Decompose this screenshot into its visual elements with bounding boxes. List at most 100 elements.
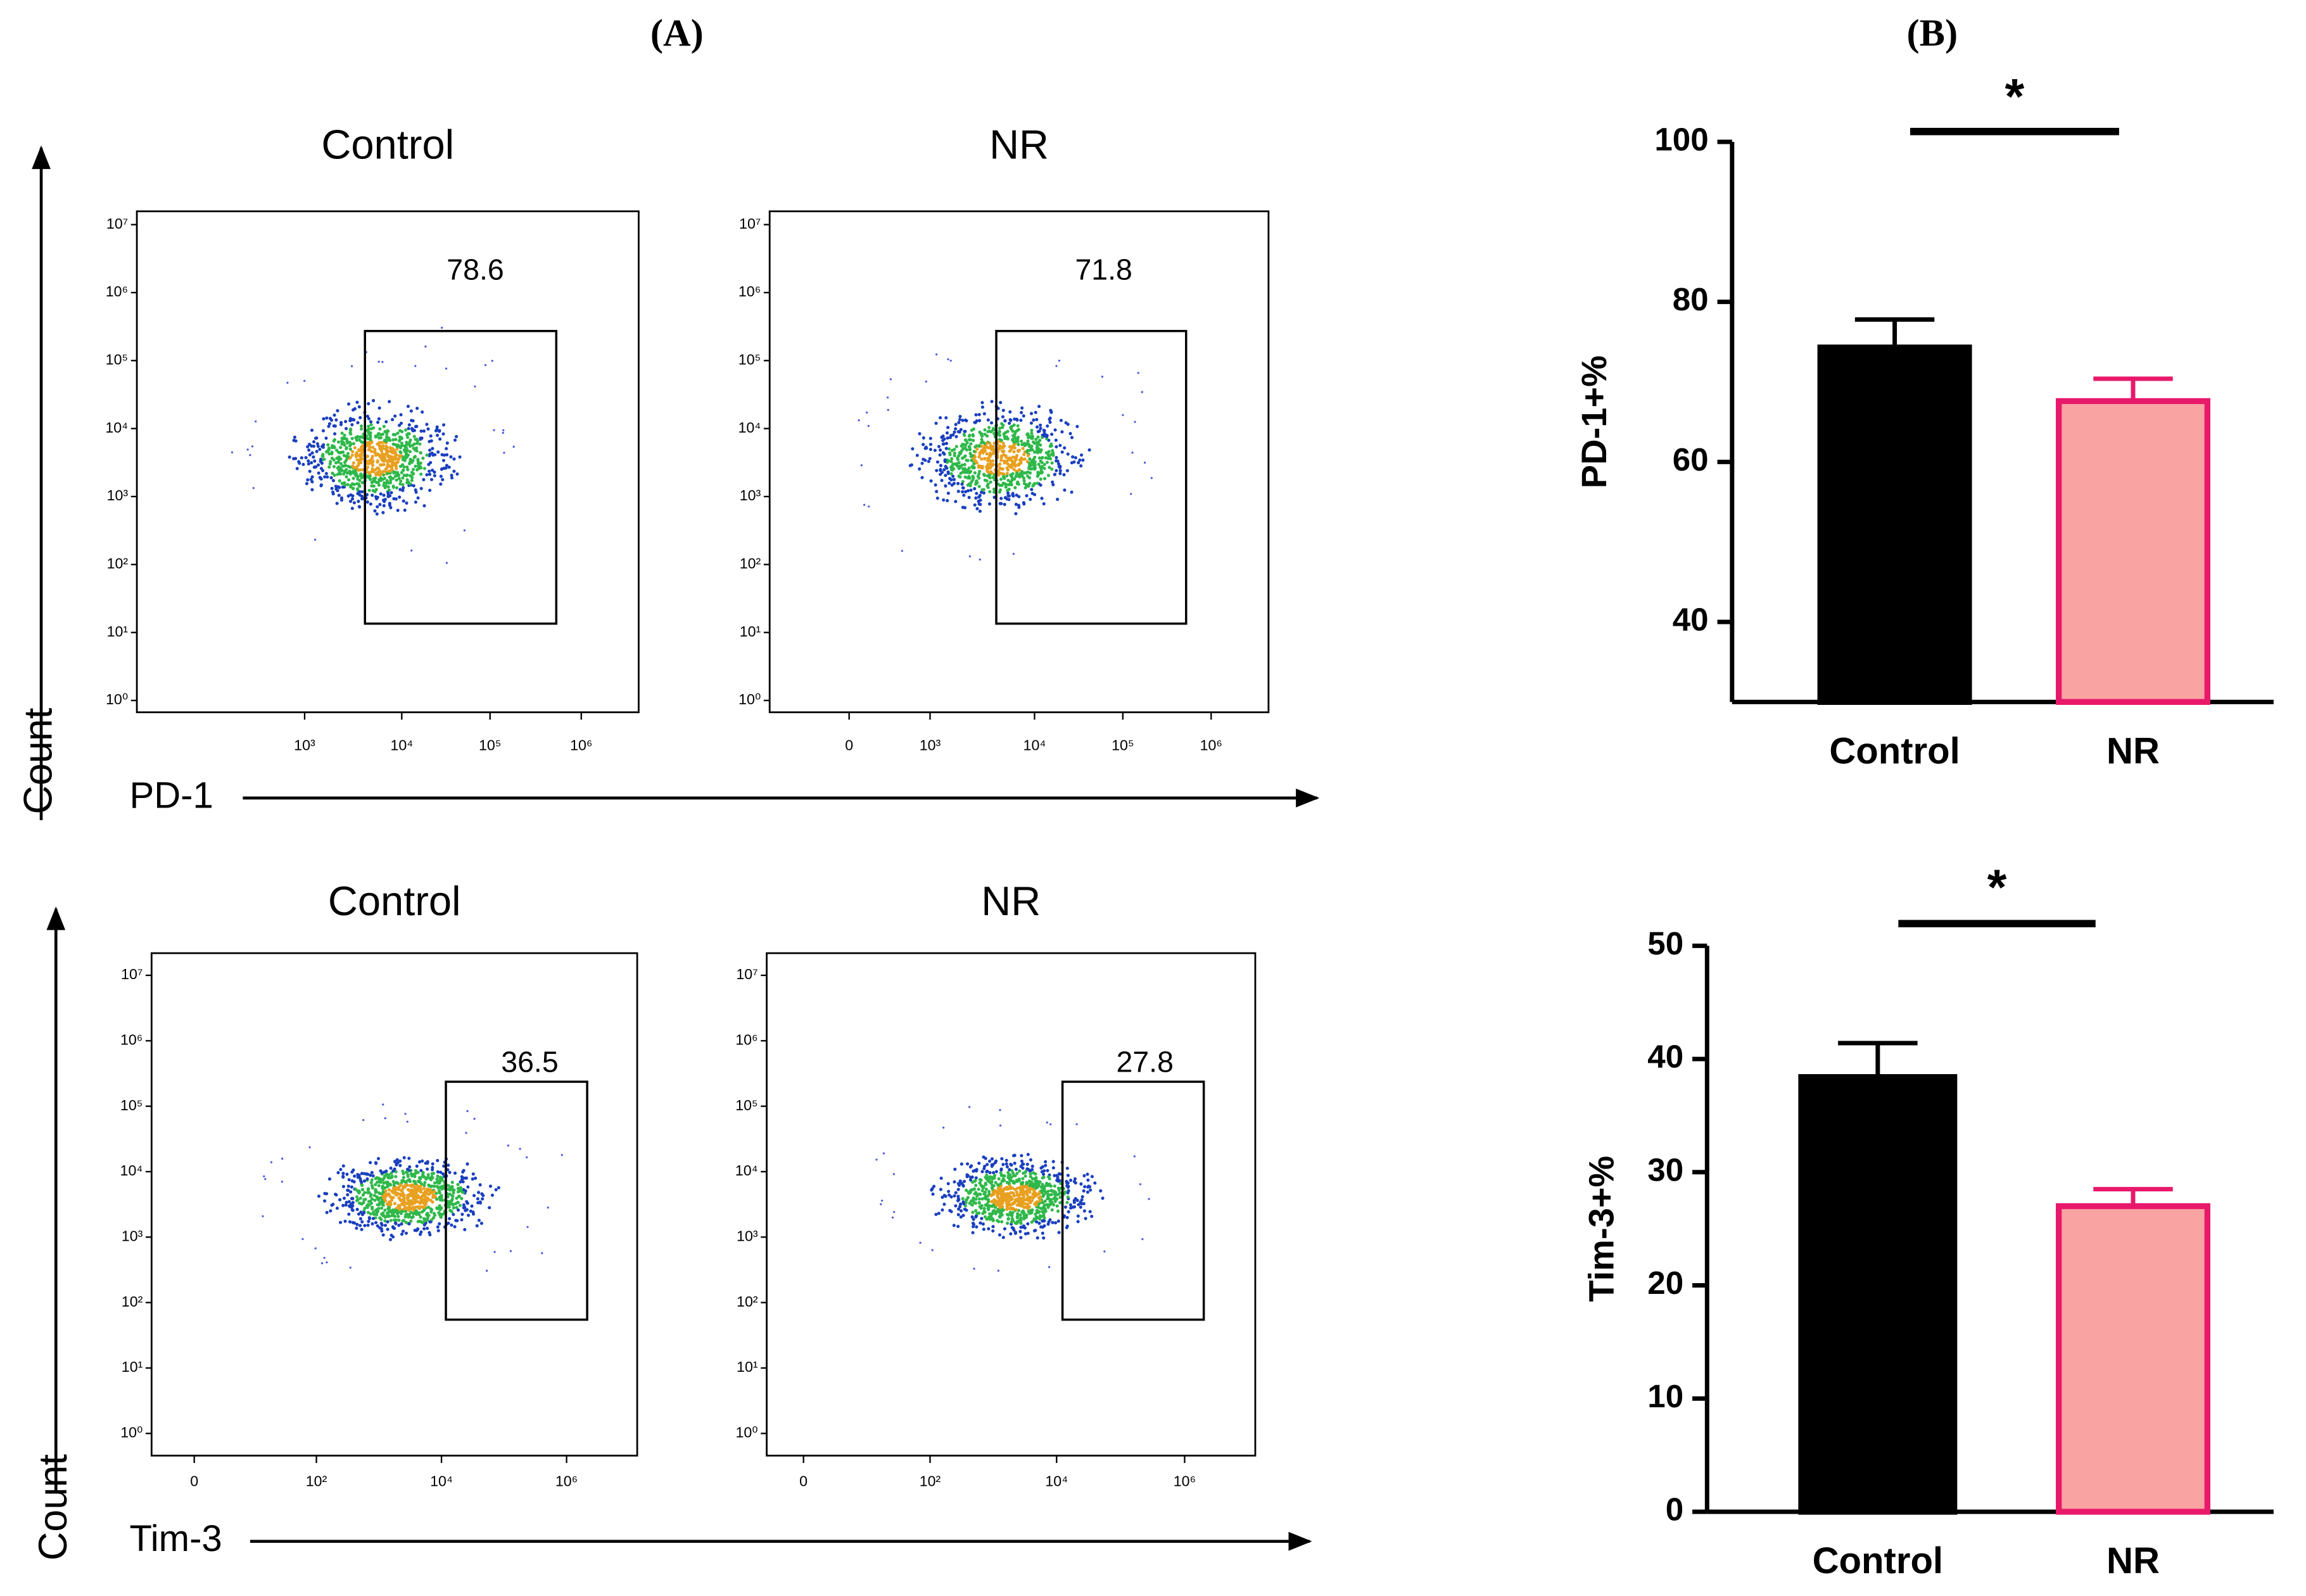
event-dot xyxy=(940,478,944,483)
event-dot xyxy=(1051,1189,1055,1193)
event-dot xyxy=(314,538,317,541)
event-dot xyxy=(1067,1210,1070,1213)
event-dot xyxy=(1050,461,1054,465)
event-dot xyxy=(1023,457,1027,461)
event-dot xyxy=(348,472,352,476)
y-tick-label: 10⁷ xyxy=(121,966,143,982)
event-dot xyxy=(961,490,965,494)
event-dot xyxy=(1030,488,1034,491)
event-dot xyxy=(980,1217,984,1220)
event-dot xyxy=(345,1172,349,1176)
event-dot xyxy=(1131,452,1134,454)
y-tick-label: 10² xyxy=(107,555,129,571)
event-dot xyxy=(403,508,407,512)
event-dot xyxy=(1041,1165,1045,1168)
event-dot xyxy=(329,460,333,464)
event-dot xyxy=(1039,1215,1044,1219)
event-dot xyxy=(448,1208,452,1212)
event-dot xyxy=(1053,428,1057,432)
event-dot xyxy=(1051,1220,1055,1224)
event-dot xyxy=(398,424,402,428)
event-dot xyxy=(456,1208,460,1212)
event-dot xyxy=(383,481,386,484)
event-dot xyxy=(381,1190,385,1194)
event-dot xyxy=(415,439,420,443)
event-dot xyxy=(1032,418,1036,422)
event-dot xyxy=(1018,1213,1022,1217)
event-dot xyxy=(409,1219,413,1223)
y-tick-label: 40 xyxy=(1673,601,1709,637)
event-dot xyxy=(342,453,346,457)
event-dot xyxy=(382,504,386,508)
event-dot xyxy=(1032,466,1036,470)
event-dot xyxy=(938,453,942,457)
event-dot xyxy=(340,442,344,446)
event-dot xyxy=(1006,483,1010,486)
event-dot xyxy=(389,1219,393,1222)
event-dot xyxy=(455,1219,459,1222)
event-dot xyxy=(999,401,1003,405)
event-dot xyxy=(350,497,355,501)
event-dot xyxy=(439,1175,443,1179)
event-dot xyxy=(982,1227,985,1231)
event-dot xyxy=(382,469,386,473)
event-dot xyxy=(561,1154,563,1156)
event-dot xyxy=(519,1148,521,1150)
event-dot xyxy=(935,490,939,493)
event-dot xyxy=(1008,421,1011,425)
event-dot xyxy=(445,453,449,457)
event-dot xyxy=(959,1209,963,1213)
event-dot xyxy=(339,422,343,426)
event-dot xyxy=(947,358,949,360)
event-dot xyxy=(445,441,449,445)
event-dot xyxy=(1045,437,1049,441)
event-dot xyxy=(413,455,417,459)
event-dot xyxy=(414,1212,419,1216)
event-dot xyxy=(942,1126,945,1129)
event-dot xyxy=(1068,431,1072,436)
event-dot xyxy=(1029,497,1032,502)
event-dot xyxy=(310,475,314,479)
event-dot xyxy=(402,1156,406,1160)
event-dot xyxy=(1015,1172,1019,1175)
event-dot xyxy=(1022,482,1027,486)
event-dot xyxy=(928,457,932,460)
event-dot xyxy=(1141,1238,1144,1241)
event-dot xyxy=(1101,376,1104,378)
event-dot xyxy=(1010,428,1013,431)
event-dot xyxy=(433,1189,436,1193)
event-dot xyxy=(461,1191,466,1194)
event-dot xyxy=(1058,443,1062,447)
event-dot xyxy=(329,476,333,479)
event-dot xyxy=(454,434,459,438)
event-dot xyxy=(338,486,341,490)
event-dot xyxy=(968,1178,973,1182)
event-dot xyxy=(1074,456,1077,460)
event-dot xyxy=(969,488,973,492)
event-dot xyxy=(1041,1201,1045,1205)
event-dot xyxy=(493,1251,496,1253)
event-dot xyxy=(976,1193,980,1196)
event-dot xyxy=(405,465,409,469)
event-dot xyxy=(445,464,449,467)
event-dot xyxy=(378,1216,382,1220)
event-dot xyxy=(410,479,414,483)
event-dot xyxy=(990,421,994,425)
event-dot xyxy=(1006,1217,1010,1220)
event-dot xyxy=(407,427,410,431)
event-dot xyxy=(1041,1219,1044,1223)
event-dot xyxy=(1009,419,1013,422)
event-dot xyxy=(982,491,986,495)
event-dot xyxy=(503,452,505,454)
event-dot xyxy=(994,1181,998,1184)
event-dot xyxy=(422,429,426,433)
event-dot xyxy=(1017,462,1021,466)
event-dot xyxy=(395,486,399,490)
event-dot xyxy=(1020,1154,1023,1158)
event-dot xyxy=(251,445,254,448)
event-dot xyxy=(386,1220,390,1224)
event-dot xyxy=(964,490,968,493)
event-dot xyxy=(358,459,362,463)
event-dot xyxy=(440,1198,444,1202)
event-dot xyxy=(1055,365,1058,367)
